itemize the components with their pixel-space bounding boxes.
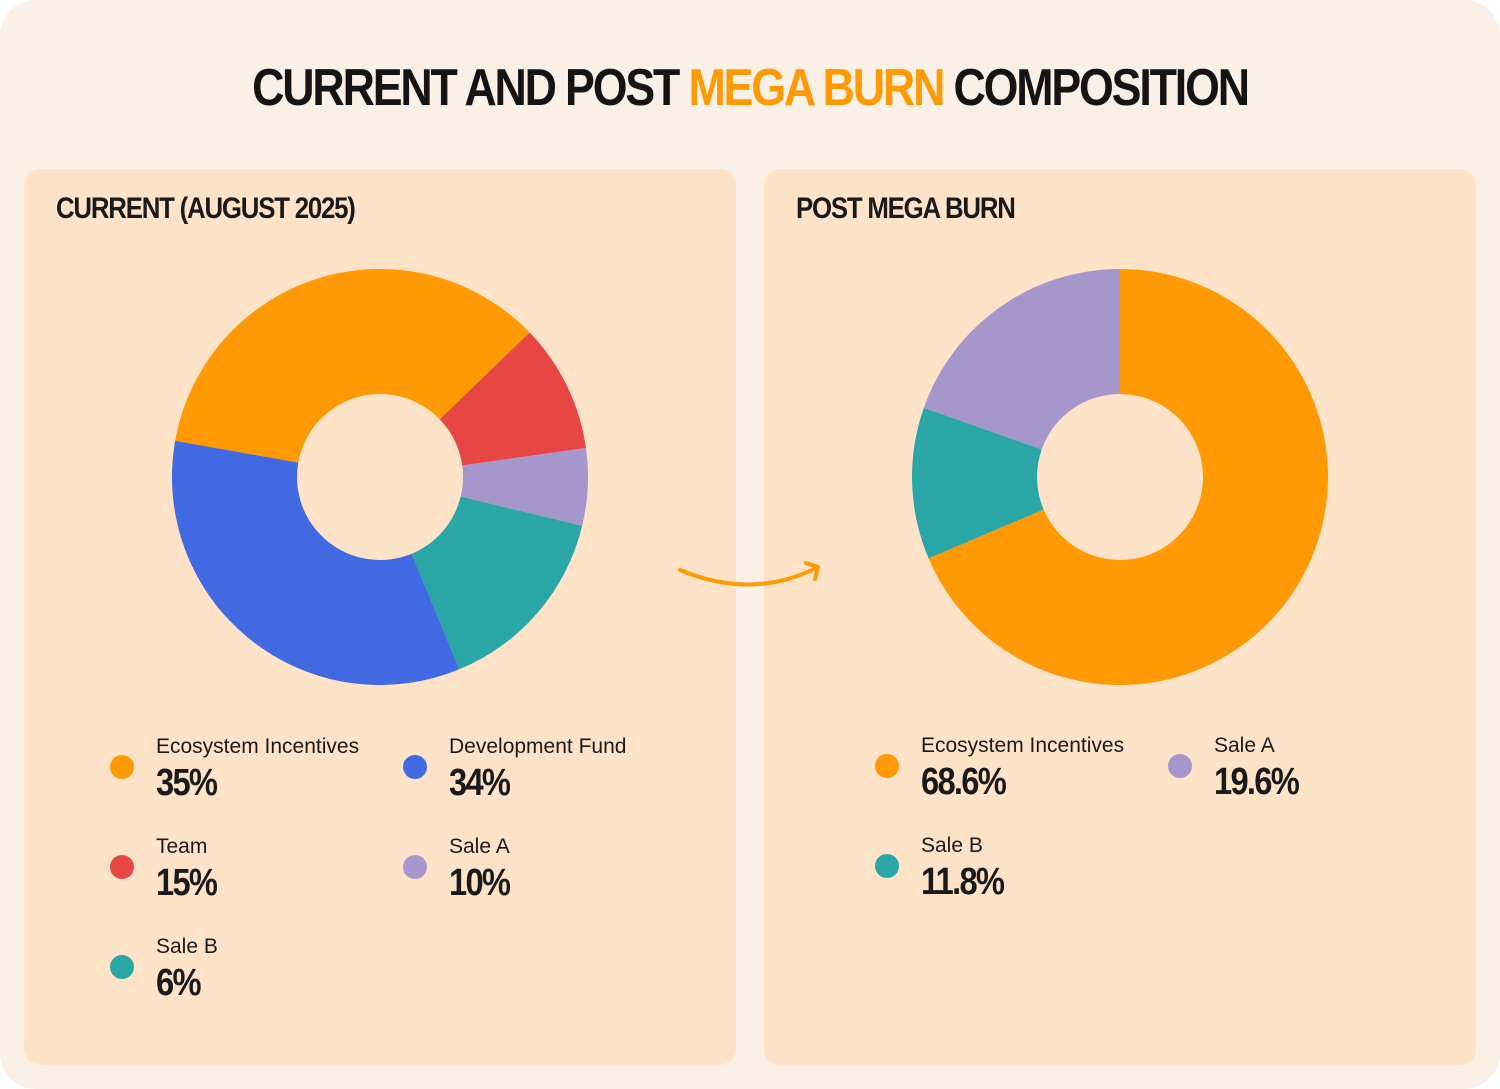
donut-slice-sale-b bbox=[411, 496, 583, 670]
donut-slice-ecosystem-incentives bbox=[175, 269, 530, 463]
legend-item-sale-a: Sale A 10% bbox=[403, 835, 693, 925]
post-mega-burn-panel: POST MEGA BURN Ecosystem Incentives 68.6… bbox=[764, 169, 1476, 1065]
curved-arrow-right-icon bbox=[678, 561, 820, 587]
current-donut-chart bbox=[172, 269, 588, 685]
legend-value: 15% bbox=[156, 862, 218, 904]
current-panel-title: CURRENT (AUGUST 2025) bbox=[56, 192, 356, 225]
legend-value: 6% bbox=[156, 962, 202, 1004]
current-composition-panel: CURRENT (AUGUST 2025) Ecosystem Incentiv… bbox=[24, 169, 736, 1065]
legend-dot bbox=[875, 754, 899, 778]
legend-value: 34% bbox=[449, 762, 511, 804]
donut-slice-sale-a bbox=[923, 269, 1120, 450]
donut-slice-sale-a bbox=[460, 448, 588, 526]
legend-value: 11.8% bbox=[921, 861, 1005, 903]
legend-dot bbox=[1168, 754, 1192, 778]
legend-label: Sale B bbox=[156, 935, 218, 958]
legend-label: Ecosystem Incentives bbox=[921, 734, 1125, 757]
legend-item-sale-b: Sale B 11.8% bbox=[875, 834, 1165, 924]
post-burn-donut-chart bbox=[912, 269, 1328, 685]
legend-label: Sale A bbox=[1214, 734, 1275, 757]
legend-dot bbox=[403, 755, 427, 779]
legend-item-sale-b: Sale B 6% bbox=[110, 935, 400, 1025]
legend-item-ecosystem-incentives: Ecosystem Incentives 68.6% bbox=[875, 734, 1165, 824]
donut-slice-development-fund bbox=[172, 440, 460, 685]
page-title: CURRENT AND POST MEGA BURN COMPOSITION bbox=[105, 58, 1395, 118]
legend-value: 10% bbox=[449, 862, 511, 904]
legend-label: Sale B bbox=[921, 834, 983, 857]
legend-item-development-fund: Development Fund 34% bbox=[403, 735, 693, 825]
legend-label: Ecosystem Incentives bbox=[156, 735, 360, 758]
title-suffix: COMPOSITION bbox=[943, 59, 1250, 117]
legend-label: Development Fund bbox=[449, 735, 627, 758]
title-accent: MEGA BURN bbox=[688, 59, 945, 117]
legend-value: 19.6% bbox=[1214, 761, 1300, 803]
arrow-head bbox=[804, 561, 820, 581]
post-panel-title: POST MEGA BURN bbox=[796, 192, 1016, 225]
legend-label: Sale A bbox=[449, 835, 510, 858]
legend-item-ecosystem-incentives: Ecosystem Incentives 35% bbox=[110, 735, 400, 825]
donut-slice-ecosystem-incentives bbox=[928, 269, 1328, 685]
title-prefix: CURRENT AND POST bbox=[252, 59, 689, 117]
legend-dot bbox=[110, 755, 134, 779]
legend-item-team: Team 15% bbox=[110, 835, 400, 925]
legend-value: 35% bbox=[156, 762, 218, 804]
donut-slice-sale-b bbox=[912, 407, 1044, 559]
legend-label: Team bbox=[156, 835, 208, 858]
legend-value: 68.6% bbox=[921, 761, 1007, 803]
legend-item-sale-a: Sale A 19.6% bbox=[1168, 734, 1458, 824]
legend-dot bbox=[875, 854, 899, 878]
legend-dot bbox=[110, 955, 134, 979]
legend-dot bbox=[403, 855, 427, 879]
donut-slice-team bbox=[439, 332, 586, 466]
legend-dot bbox=[110, 855, 134, 879]
arrow-shaft bbox=[678, 566, 818, 587]
